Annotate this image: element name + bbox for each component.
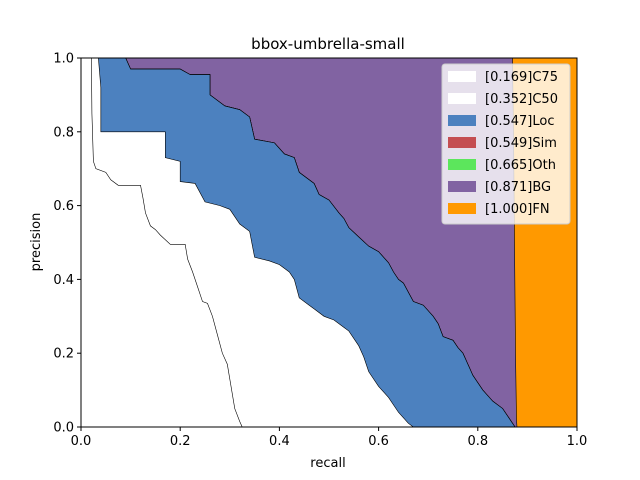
x-tick-label: 1.0 [567,434,588,449]
y-axis-label: precision [29,213,44,272]
legend-swatch [448,181,476,192]
y-tick-label: 0.0 [53,421,74,436]
x-tick-label: 0.0 [71,434,92,449]
y-tick-label: 0.6 [53,199,74,214]
legend-swatch [448,71,476,82]
y-tick-label: 0.2 [53,347,74,362]
area--0-169-c75 [80,57,243,428]
legend-swatch [448,159,476,170]
legend-label: [0.547]Loc [485,114,554,129]
legend-swatch [448,93,476,104]
legend-swatch [448,203,476,214]
plot-frame [80,57,578,428]
legend-swatch [448,115,476,126]
legend: [0.169]C75 [0.352]C50 [0.547]Loc [0.549]Sim… [441,63,571,225]
x-tick-label: 0.8 [467,434,488,449]
x-tick-label: 0.2 [170,434,191,449]
legend-label: [0.169]C75 [485,70,558,85]
x-axis-label: recall [310,456,345,471]
y-axis-ticks: 0.0 0.2 0.4 0.6 0.8 1.0 [53,52,81,436]
legend-label: [1.000]FN [485,202,550,217]
legend-label: [0.665]Oth [485,158,556,173]
y-tick-label: 0.8 [53,125,74,140]
x-tick-label: 0.6 [368,434,389,449]
chart-title: bbox-umbrella-small [251,35,405,53]
legend-label: [0.352]C50 [485,92,558,107]
y-tick-label: 1.0 [53,52,74,67]
legend-label: [0.871]BG [485,180,551,195]
plot-area [80,57,578,428]
x-axis-ticks: 0.0 0.2 0.4 0.6 0.8 1.0 [71,427,588,449]
legend-swatch [448,137,476,148]
y-tick-label: 0.4 [53,273,74,288]
x-tick-label: 0.4 [269,434,290,449]
legend-label: [0.549]Sim [485,136,557,151]
